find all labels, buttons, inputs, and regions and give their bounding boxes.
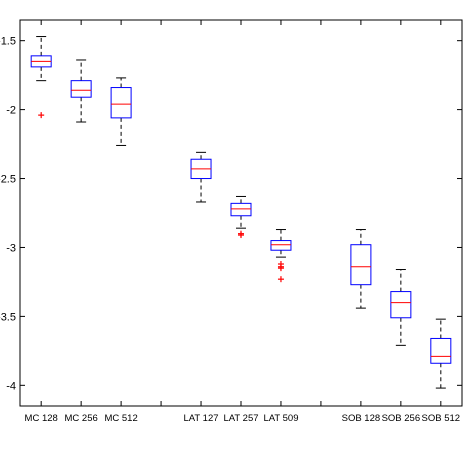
box-group xyxy=(190,151,212,203)
y-axis-ticks: -1.5 -2 -2.5 -3 -3.5 -4 xyxy=(0,36,462,392)
x-tick-label: SOB 512 xyxy=(422,413,461,424)
x-tick-label: SOB 128 xyxy=(342,413,381,424)
plot-frame xyxy=(19,19,463,407)
box-group xyxy=(30,36,52,119)
outlier-marker xyxy=(38,112,45,119)
y-tick-label: -3 xyxy=(6,242,16,254)
iqr-box xyxy=(70,80,92,98)
x-tick-label: MC 128 xyxy=(25,413,58,424)
box-group xyxy=(350,229,372,309)
y-tick-label: -3.5 xyxy=(0,311,16,323)
x-tick-label: LAT 127 xyxy=(184,413,219,424)
outlier-marker xyxy=(277,276,284,283)
box-group xyxy=(430,318,452,389)
x-tick-label: LAT 509 xyxy=(263,413,298,424)
y-tick-label: -2.5 xyxy=(0,174,16,186)
box-group xyxy=(270,229,292,283)
y-tick-label: -2 xyxy=(6,105,16,117)
box-group xyxy=(230,195,252,239)
x-tick-label: MC 512 xyxy=(104,413,137,424)
x-axis-tick-labels: MC 128 MC 256 MC 512 LAT 127 LAT 257 LAT 509 S… xyxy=(25,20,461,424)
x-tick-label: SOB 256 xyxy=(382,413,421,424)
box-group xyxy=(110,77,132,146)
x-tick-label: MC 256 xyxy=(65,413,98,424)
box-series xyxy=(30,36,452,389)
box-group xyxy=(390,269,412,346)
outlier-marker xyxy=(238,232,244,239)
axes xyxy=(19,19,463,407)
iqr-box xyxy=(350,244,372,286)
iqr-box xyxy=(110,87,132,119)
iqr-box xyxy=(430,337,452,364)
y-tick-label: -1.5 xyxy=(0,36,16,48)
outlier-marker xyxy=(277,265,284,272)
y-tick-label: -4 xyxy=(6,380,16,392)
x-tick-label: LAT 257 xyxy=(223,413,258,424)
box-group xyxy=(70,59,92,123)
iqr-box xyxy=(230,202,252,217)
iqr-box xyxy=(270,240,292,251)
iqr-box xyxy=(390,291,412,319)
